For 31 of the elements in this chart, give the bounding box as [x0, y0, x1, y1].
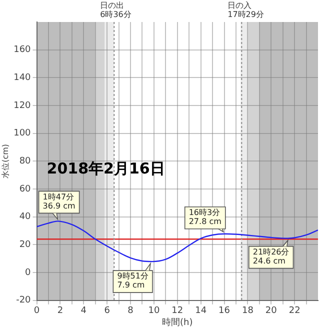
y-tick-label: 40: [19, 212, 32, 222]
x-tick-label: 18: [242, 306, 254, 316]
x-tick-label: 20: [265, 306, 278, 316]
y-tick-label: 60: [19, 184, 32, 194]
y-tick-label: 20: [19, 240, 32, 250]
y-tick-label: 100: [14, 128, 32, 139]
annotation: 16時3分 27.8 cm: [188, 208, 222, 226]
ref-line-label: 日の入 17時29分: [228, 1, 264, 20]
x-tick-label: 0: [34, 306, 40, 316]
x-tick-label: 12: [172, 306, 184, 316]
x-tick-label: 2: [57, 306, 64, 316]
x-tick-label: 4: [80, 306, 87, 316]
x-tick-label: 14: [195, 306, 207, 316]
y-tick-label: 120: [14, 100, 32, 111]
annotation: 9時51分 7.9 cm: [117, 272, 148, 290]
y-tick-label: 140: [14, 73, 32, 84]
y-tick-label: 0: [25, 268, 32, 278]
x-tick-label: 6: [104, 306, 110, 316]
annotation: 1時47分 36.9 cm: [42, 192, 76, 210]
ref-line-label: 日の出 6時36分: [100, 1, 132, 20]
y-axis-title: 水位(cm): [0, 144, 10, 178]
x-axis-title: 時間(h): [162, 316, 193, 328]
y-tick-label: 80: [19, 156, 32, 167]
y-tick-label: -20: [16, 296, 32, 306]
y-tick-label: 160: [14, 45, 32, 56]
annotation: 21時26分 24.6 cm: [252, 247, 290, 266]
x-tick-label: 8: [128, 306, 134, 316]
text: 2018年2月16日: [46, 159, 165, 178]
x-tick-label: 22: [288, 306, 300, 316]
x-tick-label: 10: [148, 306, 160, 316]
x-tick-label: 16: [218, 306, 230, 316]
